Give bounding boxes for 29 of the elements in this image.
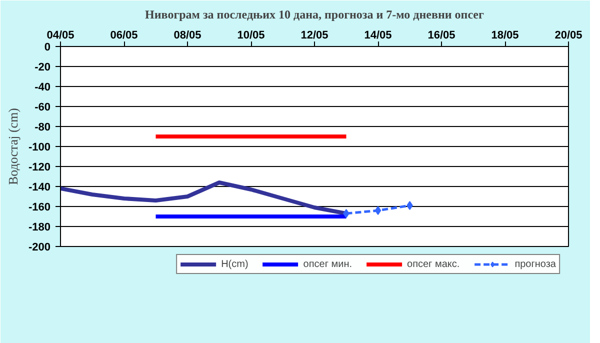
point	[374, 206, 382, 215]
x-tick-label: 16/05	[428, 30, 456, 42]
y-tick-label: -80	[34, 122, 51, 134]
y-tick-label: -200	[28, 242, 51, 254]
legend-label: прогноза	[514, 258, 556, 270]
x-tick-label: 04/05	[46, 30, 74, 42]
x-tick-label: 06/05	[110, 30, 138, 42]
legend-label: опсег мин.	[303, 258, 352, 270]
x-tick-label: 12/05	[300, 30, 328, 42]
y-tick-label: -40	[34, 82, 51, 94]
y-tick-label: 0	[44, 42, 51, 54]
legend-label: H(cm)	[221, 258, 248, 270]
y-tick-label: -160	[28, 202, 51, 214]
x-tick-label: 08/05	[174, 30, 202, 42]
y-tick-label: -120	[28, 162, 51, 174]
y-tick-label: -180	[28, 222, 51, 234]
legend-label: опсег макс.	[407, 258, 460, 270]
x-tick-label: 20/05	[554, 30, 582, 42]
x-tick-label: 14/05	[364, 30, 392, 42]
y-tick-label: -20	[34, 62, 51, 74]
y-axis-title: Водостај (cm)	[5, 108, 20, 186]
point	[406, 201, 413, 210]
point	[343, 209, 350, 218]
y-tick-label: -140	[28, 182, 51, 194]
chart-title: Нивограм за последњих 10 дана, прогноза и 7-мо дневни опсег	[145, 8, 485, 22]
x-tick-label: 18/05	[491, 30, 519, 42]
y-tick-label: -60	[34, 102, 51, 114]
y-tick-label: -100	[28, 142, 51, 154]
x-tick-label: 10/05	[237, 30, 265, 42]
